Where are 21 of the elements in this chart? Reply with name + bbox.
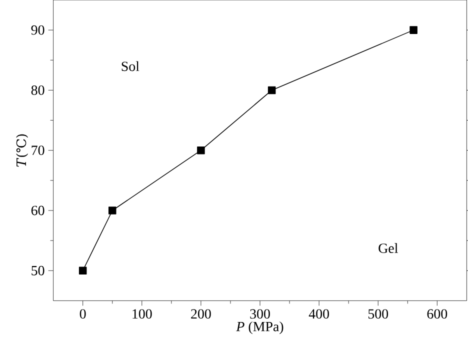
- y-tick-label: 80: [31, 85, 44, 95]
- point: [78, 266, 87, 275]
- y-axis-title: T(℃): [16, 134, 28, 167]
- point: [108, 206, 116, 214]
- y-tick-label: 90: [31, 25, 44, 35]
- x-axis-title: P (MPa): [236, 321, 284, 334]
- x-tick-label: 400: [308, 309, 329, 319]
- x-tick-label: 300: [250, 309, 270, 319]
- x-tick-label: 100: [132, 309, 152, 319]
- y-tick-label: 70: [32, 146, 44, 156]
- point: [410, 26, 418, 34]
- point: [197, 146, 205, 154]
- y-tick-label: 60: [31, 206, 44, 216]
- x-tick-label: 600: [427, 309, 448, 319]
- annotation: Gel: [378, 243, 398, 253]
- y-tick-label: 50: [32, 266, 44, 276]
- point: [268, 86, 276, 94]
- x-tick-label: 500: [368, 309, 388, 319]
- annotation: Sol: [122, 61, 140, 72]
- x-tick-label: 0: [80, 309, 86, 319]
- x-tick-label: 200: [191, 309, 211, 319]
